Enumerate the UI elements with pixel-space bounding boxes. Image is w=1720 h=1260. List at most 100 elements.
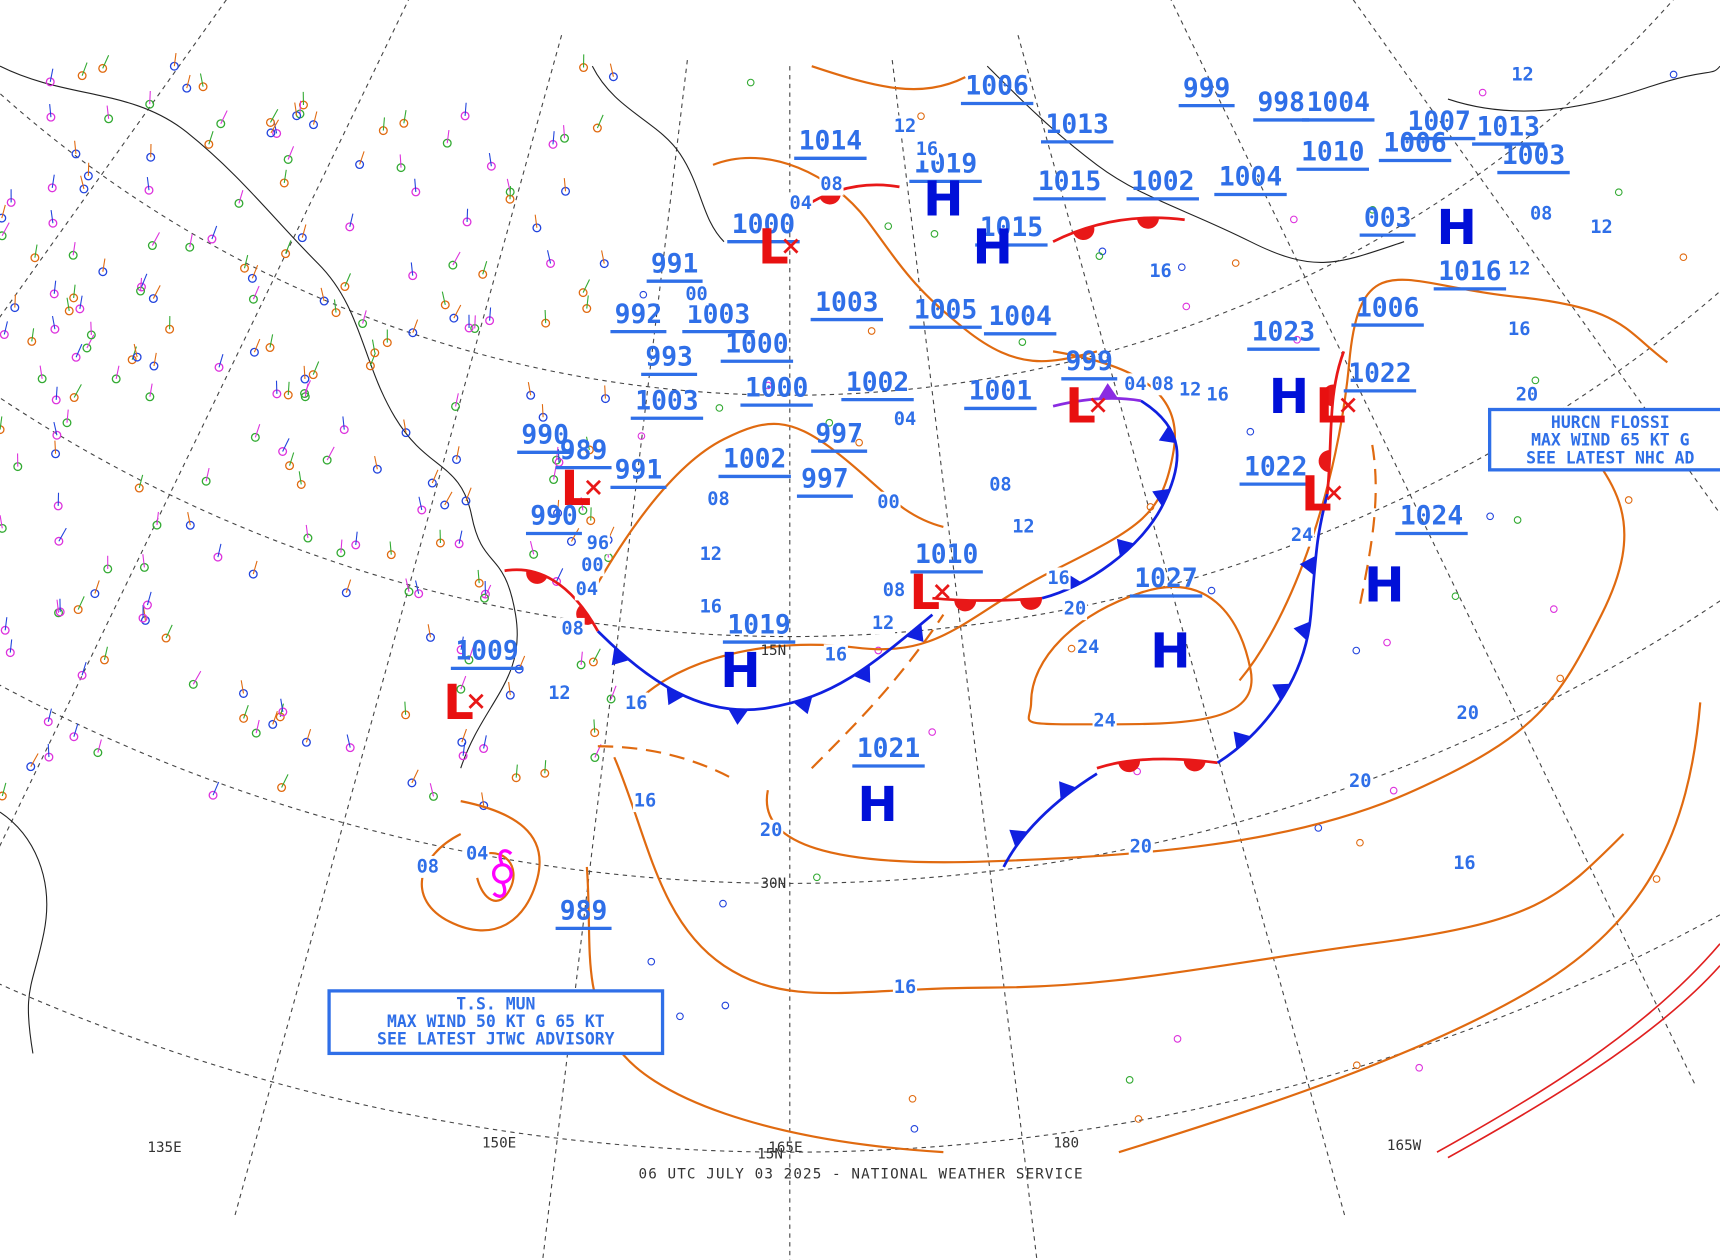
wind-barb <box>404 701 407 715</box>
wind-barb <box>1 222 10 237</box>
isobar-label-bg <box>684 283 709 306</box>
wind-barb <box>146 591 152 606</box>
pressure-label: 1003 <box>815 288 878 318</box>
low-center-x <box>934 584 950 600</box>
station <box>1356 838 1364 847</box>
station <box>0 231 7 241</box>
station <box>1352 1061 1361 1070</box>
pressure-label: 997 <box>801 464 849 494</box>
high-symbol: H <box>1437 200 1477 256</box>
wind-barb <box>610 685 617 700</box>
station <box>98 267 108 277</box>
wind-barb <box>217 543 222 558</box>
wind-barb <box>515 764 518 778</box>
isobar-label-bg <box>759 819 784 842</box>
station <box>414 589 424 599</box>
wind-barb <box>506 178 511 193</box>
isobar-label-bg <box>870 612 896 635</box>
wind-barb <box>369 352 376 367</box>
high-pressure: 1024 <box>1400 502 1463 532</box>
station <box>454 539 464 549</box>
station <box>207 234 217 244</box>
wind-barb <box>489 307 492 321</box>
isobar-label-bg <box>585 532 610 555</box>
longitude-label: 165E <box>768 1140 802 1156</box>
wind-barb <box>427 624 432 638</box>
station <box>590 753 600 763</box>
wind-barb <box>80 175 85 190</box>
station <box>608 72 618 82</box>
warm-front <box>932 596 1043 603</box>
advisory-box <box>1487 407 1720 472</box>
wind-barb <box>557 499 560 514</box>
pressure-label: 993 <box>645 343 693 373</box>
isobar-label-bg <box>881 579 907 602</box>
station <box>145 392 155 402</box>
isobar-label: 20 <box>1456 703 1478 724</box>
wind-barb <box>580 651 583 665</box>
high-pressure: 1023 <box>1252 317 1315 347</box>
low-center-x <box>1326 485 1342 501</box>
low-center-x <box>783 238 799 254</box>
isobar-label: 12 <box>700 544 722 565</box>
pressure-label: 1006 <box>1383 129 1446 159</box>
wind-barb <box>81 661 87 676</box>
meridian <box>542 59 688 1260</box>
isobar-label-bg <box>1290 524 1315 547</box>
wind-barb <box>133 343 138 358</box>
pressure-label: 992 <box>615 300 663 330</box>
station <box>427 478 437 488</box>
station <box>1549 605 1558 613</box>
warm-front <box>1325 350 1346 495</box>
wind-barb <box>205 467 210 482</box>
wind-barb <box>552 131 555 145</box>
wind-barb <box>39 365 43 379</box>
coastline <box>1447 65 1720 112</box>
coastline <box>986 65 1405 263</box>
wind-barb <box>601 250 605 264</box>
low-symbol: L <box>909 565 940 621</box>
wind-barb <box>187 512 191 526</box>
isobar-label: 04 <box>466 843 488 864</box>
station <box>370 348 380 358</box>
station <box>240 263 250 273</box>
wind-barb <box>592 648 601 663</box>
low-pressure: 999 <box>1065 347 1113 377</box>
wind-barb <box>55 386 58 400</box>
cold-front-symbol <box>1116 538 1135 557</box>
wind-barb <box>66 409 69 423</box>
tropical-cyclone-symbol <box>491 849 513 898</box>
wind-barb <box>151 232 160 246</box>
station <box>546 258 556 268</box>
station <box>1614 188 1623 197</box>
station <box>52 430 62 440</box>
wind-barb <box>441 291 446 305</box>
pressure-label: 1002 <box>723 445 786 475</box>
isobar <box>1118 702 1702 1154</box>
station <box>69 393 79 403</box>
pressure-label: 991 <box>651 249 699 279</box>
station <box>161 633 171 643</box>
wind-barb <box>546 250 552 264</box>
wind-barb <box>58 527 67 542</box>
isobar-label: 12 <box>872 613 894 634</box>
wind-barb <box>1 204 6 219</box>
wind-barb <box>218 354 224 368</box>
warm-front-symbol <box>1183 759 1206 772</box>
station <box>297 233 307 243</box>
low-symbol: L <box>1065 379 1096 435</box>
isobar-label: 16 <box>1206 385 1228 406</box>
station <box>637 432 646 440</box>
wind-barb <box>508 681 511 696</box>
wind-barb <box>596 114 604 129</box>
wind-barb <box>149 91 151 105</box>
station <box>1486 512 1494 521</box>
station <box>365 361 375 371</box>
cold-front-symbol <box>1272 683 1291 701</box>
station <box>404 587 414 597</box>
station <box>456 684 466 694</box>
station <box>71 352 81 362</box>
isobar-label: 20 <box>1349 771 1371 792</box>
isobar-label: 16 <box>625 693 647 714</box>
